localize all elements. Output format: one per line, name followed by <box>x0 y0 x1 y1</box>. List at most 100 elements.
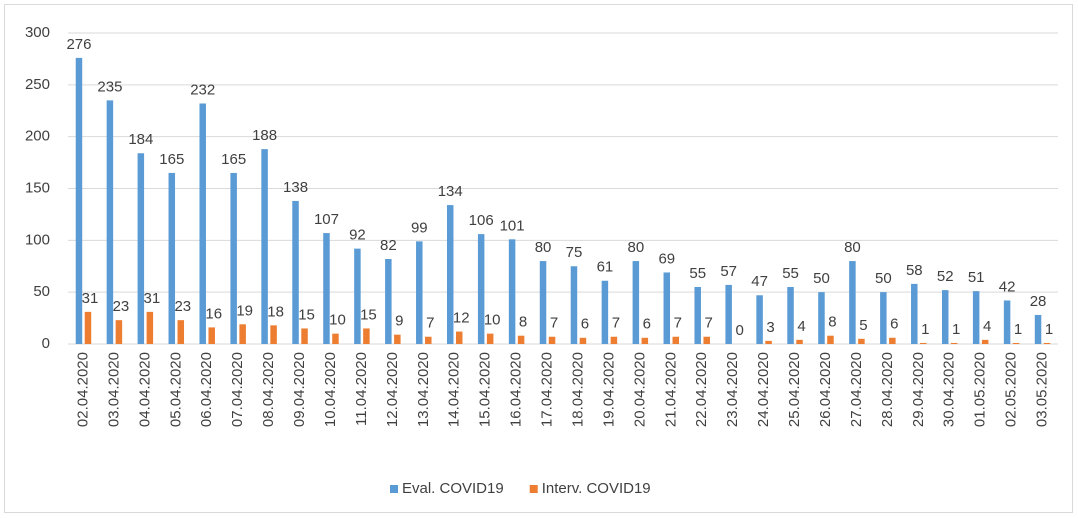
data-label: 50 <box>813 270 830 287</box>
bar <box>849 261 856 344</box>
bar <box>632 261 640 344</box>
bar <box>261 149 268 344</box>
data-label: 7 <box>612 315 620 332</box>
bar <box>239 324 246 344</box>
data-label: 0 <box>735 322 743 339</box>
data-label: 232 <box>190 81 215 98</box>
data-label: 184 <box>128 131 153 148</box>
bar <box>756 295 763 344</box>
bar <box>394 334 401 344</box>
data-label: 10 <box>484 312 501 329</box>
data-label: 15 <box>360 306 377 323</box>
data-label: 10 <box>329 312 346 329</box>
bar <box>137 153 145 344</box>
data-label: 7 <box>674 315 682 332</box>
data-label: 101 <box>500 217 525 234</box>
bar <box>517 335 525 344</box>
bar <box>168 172 176 344</box>
x-tick-label: 02.04.2020 <box>74 352 91 427</box>
data-label: 99 <box>411 219 428 236</box>
bar <box>146 311 154 344</box>
bar <box>270 325 277 344</box>
bar <box>115 320 123 344</box>
x-tick-label: 03.04.2020 <box>105 352 122 427</box>
bar <box>765 340 772 344</box>
data-label: 3 <box>766 319 774 336</box>
data-label: 80 <box>844 239 861 256</box>
y-tick-label: 50 <box>33 283 50 300</box>
bar <box>230 172 237 344</box>
data-label: 188 <box>252 127 277 144</box>
data-label: 55 <box>689 265 706 282</box>
x-tick-label: 07.04.2020 <box>229 352 246 427</box>
legend-label: Interv. COVID19 <box>542 480 651 497</box>
x-tick-label: 24.04.2020 <box>755 352 772 427</box>
data-label: 8 <box>828 314 836 331</box>
x-tick-label: 14.04.2020 <box>446 352 463 427</box>
data-label: 47 <box>751 273 768 290</box>
bar <box>332 333 339 344</box>
bar <box>455 331 463 344</box>
data-label: 61 <box>597 259 614 276</box>
x-tick-label: 27.04.2020 <box>848 352 865 427</box>
bar <box>601 280 609 344</box>
data-label: 8 <box>519 314 527 331</box>
bar <box>477 234 485 344</box>
bar <box>787 286 794 344</box>
data-label: 15 <box>298 306 315 323</box>
bar <box>177 320 185 344</box>
data-label: 23 <box>113 298 130 315</box>
data-label: 6 <box>581 316 589 333</box>
data-label: 16 <box>205 305 222 322</box>
data-label: 4 <box>983 318 991 335</box>
bar <box>641 337 649 344</box>
bar <box>672 336 680 344</box>
data-label: 23 <box>174 298 191 315</box>
x-tick-label: 12.04.2020 <box>384 352 401 427</box>
bar <box>486 333 494 344</box>
data-label: 9 <box>395 313 403 330</box>
data-label: 7 <box>426 315 434 332</box>
data-label: 42 <box>999 278 1016 295</box>
data-label: 28 <box>1030 293 1047 310</box>
bar <box>385 258 392 344</box>
data-label: 75 <box>566 244 583 261</box>
data-label: 80 <box>535 239 552 256</box>
data-label: 7 <box>705 315 713 332</box>
data-label: 1 <box>1014 321 1022 338</box>
bar <box>981 339 989 344</box>
data-label: 1 <box>1045 321 1053 338</box>
data-label: 31 <box>82 290 99 307</box>
data-label: 165 <box>159 151 184 168</box>
bar <box>1012 342 1020 344</box>
x-tick-label: 13.04.2020 <box>415 352 432 427</box>
bar <box>889 337 896 344</box>
bar <box>827 335 834 344</box>
bar <box>950 342 958 344</box>
data-label: 51 <box>968 269 985 286</box>
bar <box>818 292 825 344</box>
x-tick-label: 26.04.2020 <box>817 352 834 427</box>
bar <box>425 336 432 344</box>
data-label: 276 <box>66 36 91 53</box>
bar <box>796 339 803 344</box>
data-label: 235 <box>97 78 122 95</box>
bar <box>663 272 671 344</box>
x-tick-label: 19.04.2020 <box>600 352 617 427</box>
bar <box>199 103 206 344</box>
bar <box>1034 314 1042 344</box>
x-tick-label: 06.04.2020 <box>198 352 215 427</box>
x-tick-label: 28.04.2020 <box>879 352 896 427</box>
x-tick-label: 16.04.2020 <box>508 352 525 427</box>
bar <box>84 311 92 344</box>
data-label: 6 <box>890 316 898 333</box>
bar <box>323 233 330 344</box>
x-tick-label: 30.04.2020 <box>941 352 958 427</box>
bar <box>725 284 732 344</box>
data-label: 1 <box>921 321 929 338</box>
y-tick-label: 200 <box>25 128 50 145</box>
bar <box>972 291 980 344</box>
data-label: 165 <box>221 151 246 168</box>
bar <box>106 100 114 344</box>
bar <box>610 336 618 344</box>
